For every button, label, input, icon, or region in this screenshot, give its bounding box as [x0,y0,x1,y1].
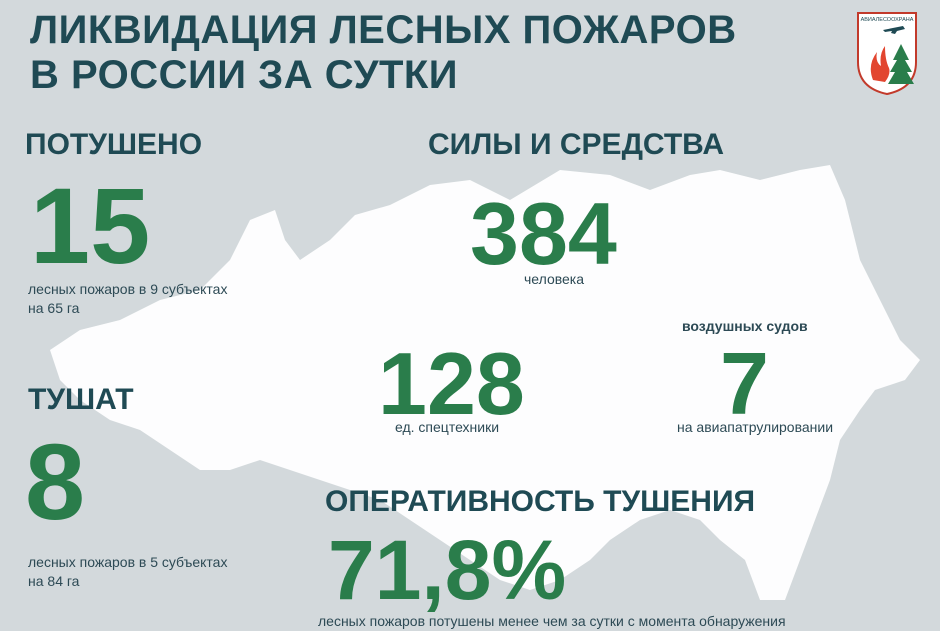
aircraft-caption: на авиапатрулировании [677,419,834,435]
fighting-value: 8 [25,421,86,542]
russia-map-silhouette [50,165,920,600]
equipment-value: 128 [378,334,525,433]
aircraft-caption-top: воздушных судов [682,318,808,334]
extinguished-heading: ПОТУШЕНО [25,128,203,161]
people-value: 384 [470,184,617,283]
equipment-caption: ед. спецтехники [395,419,500,435]
efficiency-caption: лесных пожаров потушены менее чем за сут… [318,613,786,629]
efficiency-heading: ОПЕРАТИВНОСТЬ ТУШЕНИЯ [325,485,756,518]
extinguished-caption-line2: на 65 га [28,300,80,316]
fighting-heading: ТУШАТ [28,383,134,416]
fighting-caption-line1: лесных пожаров в 5 субъектах [28,554,228,570]
people-caption: человека [524,271,585,287]
aircraft-value: 7 [720,334,769,433]
extinguished-caption-line1: лесных пожаров в 9 субъектах [28,281,228,297]
logo-text: АВИАЛЕСООХРАНА [861,17,914,23]
page-title-line2: В РОССИИ ЗА СУТКИ [30,53,459,97]
forces-heading: СИЛЫ И СРЕДСТВА [428,128,725,161]
avialesookhrana-logo-icon: АВИАЛЕСООХРАНА [855,10,919,96]
extinguished-value: 15 [30,165,151,286]
fighting-caption-line2: на 84 га [28,573,80,589]
page-title-line1: ЛИКВИДАЦИЯ ЛЕСНЫХ ПОЖАРОВ [30,8,737,52]
efficiency-value: 71,8% [328,523,567,617]
